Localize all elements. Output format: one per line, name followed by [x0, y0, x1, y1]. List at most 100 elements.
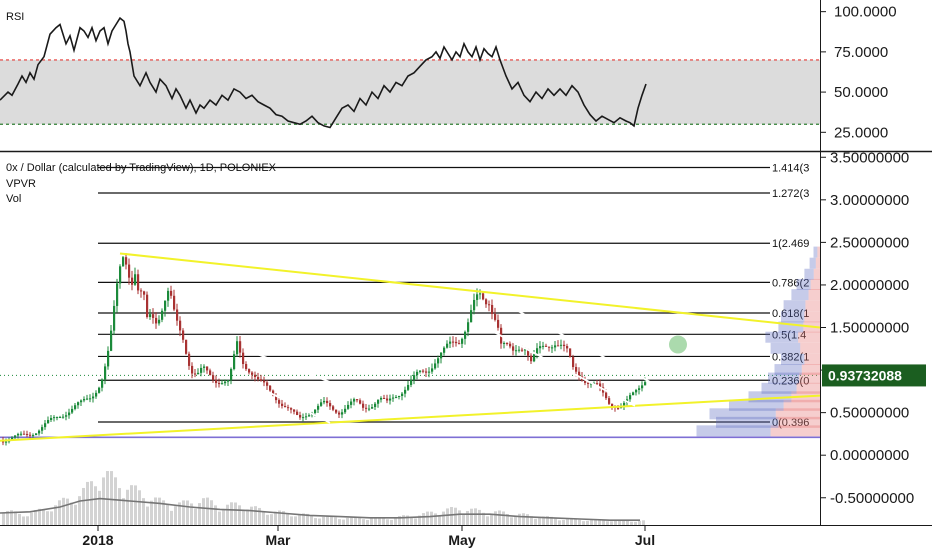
vpvr-bar-up — [813, 246, 818, 258]
candle-body — [527, 349, 530, 356]
volume-bar — [502, 511, 505, 525]
candle-body — [83, 398, 86, 401]
trendlines[interactable] — [0, 252, 821, 442]
marker-circle-icon[interactable] — [669, 335, 687, 354]
channel-line[interactable] — [249, 382, 331, 424]
volume-bar — [414, 518, 417, 525]
volume-bar — [142, 498, 145, 525]
volume-bar — [630, 521, 633, 525]
candle-body — [404, 389, 407, 394]
candle-body — [50, 417, 53, 421]
vpvr-bar-up — [783, 300, 806, 312]
price-tick-label[interactable]: 0.50000000 — [830, 405, 909, 422]
fib-level-label[interactable]: 0.786(2 — [772, 277, 809, 289]
price-tick-label[interactable]: 0.00000000 — [830, 447, 909, 464]
volume-bar — [406, 515, 409, 525]
candle-body — [176, 309, 179, 321]
time-tick-label[interactable]: Mar — [266, 532, 291, 548]
symbol-legend[interactable]: 0x / Dollar (calculated by TradingView),… — [6, 162, 277, 174]
vpvr-bar-down — [799, 372, 820, 384]
volume-bar — [250, 506, 253, 525]
fib-level-label[interactable]: 0.5(1.4 — [772, 329, 806, 341]
fib-level-label[interactable]: 1.272(3 — [772, 188, 809, 200]
trendline[interactable] — [119, 252, 821, 329]
volume-bar — [526, 514, 529, 525]
candle-body — [242, 352, 245, 365]
vol-legend[interactable]: Vol — [6, 193, 21, 205]
candle-body — [362, 403, 365, 408]
fib-level-label[interactable]: 0.618(1 — [772, 308, 809, 320]
vpvr-bar-up — [768, 372, 800, 384]
channel-line[interactable] — [494, 297, 686, 402]
last-price-label[interactable]: 0.93732088 — [828, 367, 902, 383]
vpvr-bar-down — [815, 257, 820, 269]
last-price-tag[interactable] — [822, 364, 926, 387]
volume-bar — [54, 505, 57, 525]
candle-body — [206, 366, 209, 371]
volume-bar — [426, 511, 429, 525]
volume-bar — [94, 486, 97, 525]
volume-bar — [518, 513, 521, 525]
time-tick-label[interactable]: 2018 — [82, 532, 113, 548]
vpvr-bar-up — [761, 382, 797, 394]
candle-body — [239, 341, 242, 353]
volume-bar — [270, 514, 273, 525]
volume-bar — [338, 519, 341, 525]
volume-bar — [366, 519, 369, 525]
volume-bar — [174, 506, 177, 525]
price-tick-label[interactable]: 3.00000000 — [830, 192, 909, 209]
channel-line[interactable] — [494, 331, 636, 407]
candle-body — [224, 381, 227, 384]
time-tick-label[interactable]: May — [448, 532, 475, 548]
candle-body — [185, 339, 188, 354]
rsi-tick-label[interactable]: 75.0000 — [834, 44, 888, 61]
candle-body — [413, 375, 416, 380]
candle-body — [209, 370, 212, 376]
volume-bar — [470, 508, 473, 525]
price-tick-label[interactable]: 2.00000000 — [830, 277, 909, 294]
candle-body — [35, 433, 38, 436]
candle-body — [149, 314, 152, 317]
channel-line[interactable] — [249, 350, 371, 399]
candle-body — [497, 319, 500, 328]
volume-bar — [358, 517, 361, 525]
volume-bar — [306, 513, 309, 525]
volume-bar — [90, 481, 93, 525]
fib-level-label[interactable]: 0.236(0 — [772, 375, 809, 387]
candle-body — [323, 400, 326, 403]
vpvr-bar-down — [796, 382, 820, 394]
time-axis[interactable]: 2018 Mar May Jul — [82, 525, 655, 548]
rsi-line[interactable] — [0, 16, 647, 129]
candle-body — [59, 417, 62, 419]
fib-level-label[interactable]: 0.382(1 — [772, 351, 809, 363]
price-tick-label[interactable]: 1.50000000 — [830, 320, 909, 337]
price-tick-label[interactable]: -0.50000000 — [830, 490, 914, 507]
price-tick-label[interactable]: 2.50000000 — [830, 234, 909, 251]
rsi-price-axis[interactable]: 100.0000 75.0000 50.0000 25.0000 — [820, 4, 897, 142]
candle-body — [296, 411, 299, 415]
volume-bar — [166, 504, 169, 525]
fib-level-label[interactable]: 1(2.469 — [772, 238, 809, 250]
rsi-tick-label[interactable]: 50.0000 — [834, 84, 888, 101]
price-tick-label[interactable]: 3.50000000 — [830, 149, 909, 166]
volume-bar — [398, 515, 401, 525]
rsi-line-group — [0, 16, 820, 129]
price-axis[interactable]: 3.50000000 3.00000000 2.50000000 2.00000000… — [820, 149, 926, 507]
candle-body — [599, 383, 602, 388]
fib-level-label[interactable]: 1.414(3 — [772, 162, 809, 174]
vpvr-legend[interactable]: VPVR — [6, 178, 36, 190]
rsi-tick-label[interactable]: 100.0000 — [834, 4, 897, 21]
candle-body — [338, 412, 341, 415]
candle-body — [38, 430, 41, 434]
time-tick-label[interactable]: Jul — [635, 532, 655, 548]
candle-body — [164, 300, 167, 311]
fib-level-label[interactable]: 0(0.396 — [772, 417, 809, 429]
candle-body — [89, 398, 92, 400]
trendline[interactable] — [0, 394, 821, 442]
candle-body — [503, 342, 506, 344]
candle-body — [374, 403, 377, 408]
candle-body — [104, 366, 107, 380]
rsi-legend[interactable]: RSI — [6, 11, 24, 23]
rsi-tick-label[interactable]: 25.0000 — [834, 124, 888, 141]
